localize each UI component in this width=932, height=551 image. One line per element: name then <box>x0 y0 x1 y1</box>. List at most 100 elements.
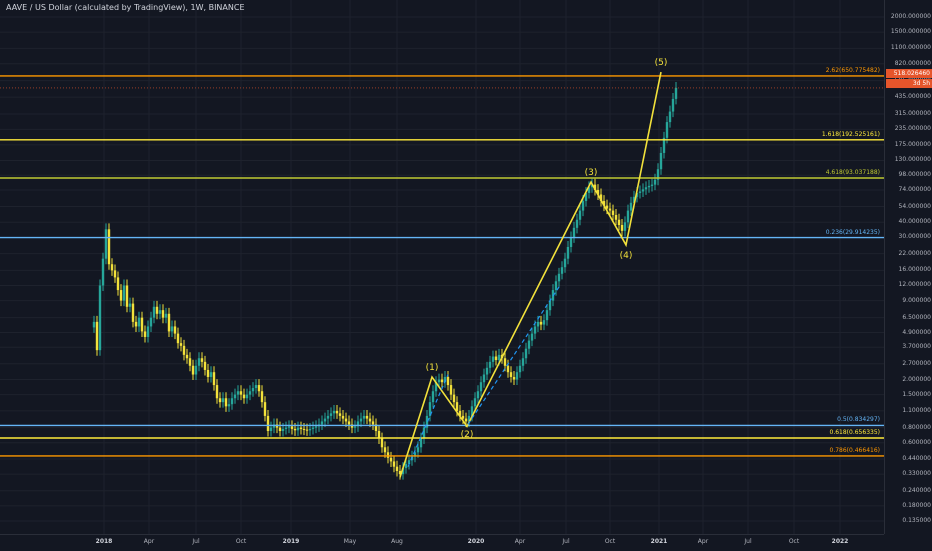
candle-body <box>581 201 585 211</box>
candle-body <box>452 394 456 403</box>
candle-body <box>656 169 660 180</box>
candle-body <box>296 427 300 431</box>
candle-body <box>365 415 369 419</box>
price-tick-label: 0.240000 <box>902 486 931 494</box>
time-tick-label: Apr <box>514 538 526 545</box>
price-tick-label: 54.000000 <box>898 202 931 210</box>
candlestick-series <box>92 81 678 480</box>
last-price-tag: 518.026460 <box>886 69 932 78</box>
candle-body <box>176 333 180 344</box>
candle-body <box>533 326 537 334</box>
candle-body <box>647 185 651 188</box>
candle-body <box>623 222 627 231</box>
candle-body <box>101 258 105 286</box>
candle-body <box>353 426 357 428</box>
candle-body <box>377 431 381 439</box>
fib-level-label: 0.5(0.834297) <box>837 416 880 424</box>
price-tick-label: 820.000000 <box>894 59 931 67</box>
candle-body <box>299 427 303 429</box>
candle-body <box>158 310 162 314</box>
candle-body <box>173 326 177 334</box>
candle-body <box>194 365 198 375</box>
candle-body <box>221 398 225 403</box>
candle-body <box>632 196 636 203</box>
chart-grid <box>0 0 884 534</box>
candle-body <box>386 452 390 458</box>
candle-body <box>224 398 228 407</box>
candle-body <box>200 358 204 362</box>
candle-body <box>470 406 474 416</box>
candle-body <box>167 313 171 332</box>
candle-body <box>425 415 429 428</box>
time-axis[interactable]: 2018 Apr Jul Oct 2019 May Aug 2020 Apr Jul Oct 2021… <box>0 534 884 551</box>
candle-body <box>113 270 117 278</box>
candle-body <box>629 202 633 211</box>
candle-body <box>611 210 615 215</box>
candle-body <box>95 321 99 351</box>
price-tick-label: 1.500000 <box>902 390 931 398</box>
candle-body <box>431 391 435 403</box>
candle-body <box>461 415 465 419</box>
candle-body <box>389 457 393 462</box>
candle-body <box>644 187 648 190</box>
candle-body <box>314 426 318 428</box>
candle-body <box>506 365 510 373</box>
candle-body <box>476 391 480 399</box>
candle-body <box>281 428 285 432</box>
candle-body <box>392 461 396 467</box>
candle-body <box>266 415 270 432</box>
wave-label: (4) <box>619 250 633 261</box>
candle-body <box>515 372 519 380</box>
candle-body <box>305 429 309 431</box>
time-tick-label: Jul <box>744 538 752 545</box>
candle-body <box>404 463 408 469</box>
candle-body <box>125 285 129 307</box>
candle-body <box>416 447 420 453</box>
candle-body <box>137 317 141 327</box>
candle-body <box>236 391 240 395</box>
candle-body <box>521 358 525 366</box>
candle-body <box>434 382 438 392</box>
candle-body <box>203 361 207 370</box>
price-tick-label: 22.000000 <box>898 249 931 257</box>
candle-body <box>149 317 153 327</box>
candle-body <box>548 300 552 311</box>
chart-title: AAVE / US Dollar (calculated by TradingV… <box>6 3 245 12</box>
sub-wave-dashed-line <box>407 374 449 467</box>
candle-body <box>356 421 360 427</box>
price-axis[interactable]: 2000.000000 1500.000000 1100.000000 820.000… <box>884 0 932 534</box>
sub-wave-dashed-line <box>467 285 561 425</box>
fib-level-label: 2.62(650.775482) <box>825 66 880 74</box>
candle-body <box>308 428 312 431</box>
time-tick-label: 2022 <box>831 538 849 545</box>
time-tick-label: Apr <box>697 538 709 545</box>
candle-body <box>140 317 144 332</box>
price-tick-label: 98.000000 <box>898 171 931 179</box>
candle-body <box>380 438 384 448</box>
candle-body <box>491 356 495 362</box>
candle-body <box>206 369 210 377</box>
price-tick-label: 0.800000 <box>902 423 931 431</box>
price-tick-label: 12.000000 <box>898 281 931 289</box>
candle-body <box>638 191 642 193</box>
candle-body <box>233 394 237 399</box>
candle-body <box>614 214 618 220</box>
time-tick-label: Oct <box>788 538 800 545</box>
candle-body <box>422 427 426 439</box>
candle-body <box>635 192 639 197</box>
candle-body <box>338 413 342 416</box>
candle-body <box>527 340 531 349</box>
candle-body <box>572 227 576 238</box>
candle-body <box>596 190 600 195</box>
candle-body <box>311 427 315 429</box>
candle-body <box>215 385 219 399</box>
price-tick-label: 0.330000 <box>902 470 931 478</box>
wave-label: (3) <box>584 168 598 179</box>
candle-body <box>446 376 450 386</box>
candle-body <box>284 427 288 429</box>
price-tick-label: 9.000000 <box>902 296 931 304</box>
price-tick-label: 4.900000 <box>902 328 931 336</box>
candle-body <box>197 358 201 366</box>
candle-body <box>161 310 165 318</box>
